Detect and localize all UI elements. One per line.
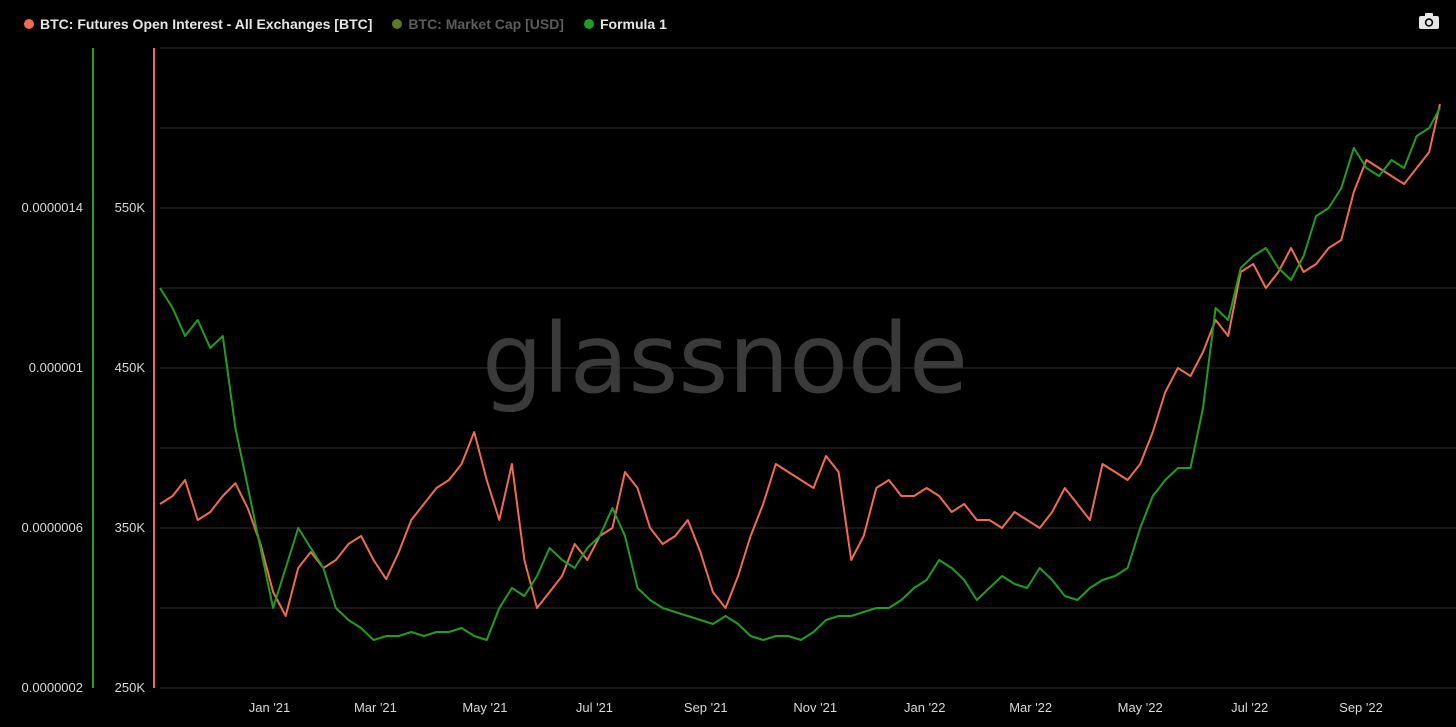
left-axis-tick-label: 0.000001 <box>29 360 83 375</box>
right-axis-tick-label: 450K <box>115 360 146 375</box>
watermark-text: glassnode <box>482 303 968 415</box>
x-axis-tick-label: Sep '22 <box>1339 700 1383 715</box>
grid-lines <box>160 47 1456 689</box>
x-axis-tick-label: Mar '21 <box>354 700 397 715</box>
x-axis-tick-label: Jan '22 <box>904 700 946 715</box>
x-axis-tick-label: Mar '22 <box>1009 700 1052 715</box>
legend-item-market-cap[interactable]: BTC: Market Cap [USD] <box>392 16 564 32</box>
right-axis-tick-label: 350K <box>115 520 146 535</box>
x-axis-tick-label: Nov '21 <box>793 700 837 715</box>
x-axis-tick-label: May '22 <box>1118 700 1163 715</box>
left-axis-tick-label: 0.0000002 <box>22 680 83 695</box>
axes <box>92 48 155 688</box>
x-axis-tick-label: May '21 <box>462 700 507 715</box>
x-axis-tick-label: Sep '21 <box>684 700 728 715</box>
left-axis-tick-label: 0.0000006 <box>22 520 83 535</box>
series-lines <box>159 103 1441 641</box>
x-axis-tick-label: Jul '21 <box>576 700 613 715</box>
series-line-formula-1 <box>159 107 1441 641</box>
left-axis-ticks: 0.0000002 0.0000006 0.000001 0.0000014 <box>22 200 83 695</box>
chart-legend: BTC: Futures Open Interest - All Exchang… <box>24 12 667 36</box>
legend-item-futures-open-interest[interactable]: BTC: Futures Open Interest - All Exchang… <box>24 16 372 32</box>
right-axis-tick-label: 550K <box>115 200 146 215</box>
left-axis-tick-label: 0.0000014 <box>22 200 83 215</box>
legend-dot-futures-open-interest <box>24 19 34 29</box>
camera-icon[interactable] <box>1418 12 1440 30</box>
x-axis-ticks: Jan '21 Mar '21 May '21 Jul '21 Sep '21 Nov '… <box>249 700 1383 715</box>
series-line-futures-open-interest <box>159 103 1441 617</box>
legend-item-formula-1[interactable]: Formula 1 <box>583 16 667 32</box>
legend-dot-formula-1 <box>583 19 594 29</box>
x-axis-tick-label: Jan '21 <box>249 700 291 715</box>
legend-label-formula-1: Formula 1 <box>599 16 667 32</box>
right-axis-tick-label: 250K <box>115 680 146 695</box>
right-axis-ticks: 250K 350K 450K 550K <box>115 200 146 695</box>
legend-label-futures-open-interest: BTC: Futures Open Interest - All Exchang… <box>40 16 373 32</box>
x-axis-tick-label: Jul '22 <box>1231 700 1268 715</box>
legend-dot-market-cap <box>392 19 403 29</box>
legend-label-market-cap: BTC: Market Cap [USD] <box>408 16 564 32</box>
